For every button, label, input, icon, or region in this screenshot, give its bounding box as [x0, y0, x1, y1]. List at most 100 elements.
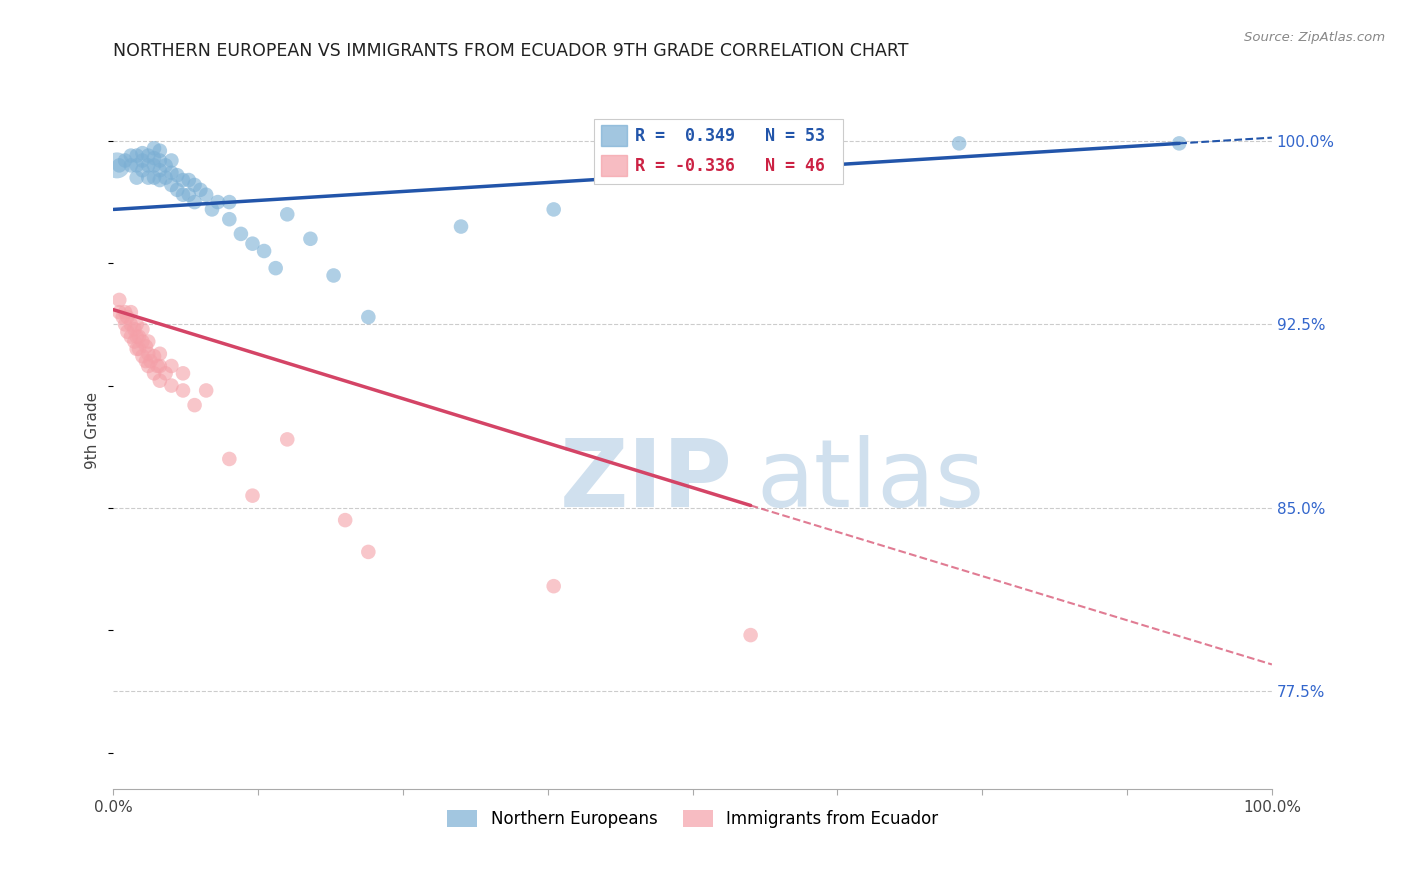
Point: [183, 178, 205, 192]
Point: [218, 195, 240, 210]
Point: [136, 158, 159, 172]
Text: Source: ZipAtlas.com: Source: ZipAtlas.com: [1244, 31, 1385, 45]
Point: [1168, 136, 1191, 151]
Point: [125, 148, 148, 162]
Point: [740, 136, 762, 151]
Point: [172, 173, 194, 187]
Y-axis label: 9th Grade: 9th Grade: [86, 392, 100, 469]
Point: [146, 359, 169, 373]
Point: [948, 136, 970, 151]
Point: [128, 329, 150, 343]
Point: [177, 173, 200, 187]
Point: [120, 305, 142, 319]
Point: [139, 354, 162, 368]
Point: [172, 384, 194, 398]
Point: [264, 261, 287, 276]
Point: [120, 329, 142, 343]
Point: [149, 153, 172, 168]
Point: [131, 163, 153, 178]
Point: [120, 148, 142, 162]
Point: [136, 359, 159, 373]
Point: [177, 187, 200, 202]
Point: [125, 329, 148, 343]
Point: [322, 268, 344, 283]
Point: [136, 334, 159, 349]
Point: [120, 318, 142, 332]
Point: [105, 158, 128, 172]
Point: [155, 170, 177, 185]
Point: [276, 207, 298, 221]
Point: [276, 433, 298, 447]
Point: [160, 178, 183, 192]
Point: [299, 232, 322, 246]
Point: [124, 334, 146, 349]
Point: [120, 158, 142, 172]
Point: [114, 153, 136, 168]
Point: [160, 378, 183, 392]
Point: [160, 153, 183, 168]
Point: [450, 219, 472, 234]
Point: [131, 349, 153, 363]
Point: [108, 293, 131, 307]
Point: [242, 489, 264, 503]
Point: [108, 158, 131, 172]
Text: R = -0.336   N = 46: R = -0.336 N = 46: [634, 157, 825, 175]
Point: [201, 202, 224, 217]
Point: [136, 170, 159, 185]
Text: NORTHERN EUROPEAN VS IMMIGRANTS FROM ECUADOR 9TH GRADE CORRELATION CHART: NORTHERN EUROPEAN VS IMMIGRANTS FROM ECU…: [114, 42, 910, 60]
Point: [740, 628, 762, 642]
Point: [155, 367, 177, 381]
Point: [114, 318, 136, 332]
Point: [135, 354, 157, 368]
Point: [135, 339, 157, 353]
Point: [172, 367, 194, 381]
Point: [108, 305, 131, 319]
Point: [131, 322, 153, 336]
Point: [136, 148, 159, 162]
Point: [195, 187, 218, 202]
Point: [190, 183, 212, 197]
FancyBboxPatch shape: [602, 125, 627, 146]
Point: [357, 545, 380, 559]
Point: [242, 236, 264, 251]
Point: [111, 310, 134, 324]
FancyBboxPatch shape: [602, 155, 627, 177]
Point: [149, 347, 172, 361]
Point: [357, 310, 380, 324]
Point: [160, 166, 183, 180]
Point: [125, 342, 148, 356]
Legend: Northern Europeans, Immigrants from Ecuador: Northern Europeans, Immigrants from Ecua…: [440, 803, 945, 835]
Point: [143, 158, 166, 172]
Point: [143, 349, 166, 363]
FancyBboxPatch shape: [595, 119, 844, 184]
Point: [149, 359, 172, 373]
Point: [149, 163, 172, 178]
Point: [543, 579, 565, 593]
Point: [155, 158, 177, 172]
Point: [143, 141, 166, 155]
Point: [114, 305, 136, 319]
Text: ZIP: ZIP: [560, 435, 733, 527]
Point: [131, 146, 153, 161]
Point: [136, 347, 159, 361]
Point: [183, 398, 205, 412]
Point: [124, 322, 146, 336]
Point: [143, 170, 166, 185]
Point: [207, 195, 229, 210]
Point: [143, 367, 166, 381]
Point: [117, 310, 139, 324]
Point: [160, 359, 183, 373]
Point: [125, 318, 148, 332]
Point: [218, 212, 240, 227]
Point: [183, 195, 205, 210]
Point: [149, 374, 172, 388]
Point: [335, 513, 357, 527]
Point: [128, 342, 150, 356]
Point: [117, 325, 139, 339]
Point: [166, 183, 188, 197]
Point: [172, 187, 194, 202]
Point: [143, 151, 166, 165]
Point: [253, 244, 276, 258]
Point: [195, 384, 218, 398]
Point: [166, 168, 188, 182]
